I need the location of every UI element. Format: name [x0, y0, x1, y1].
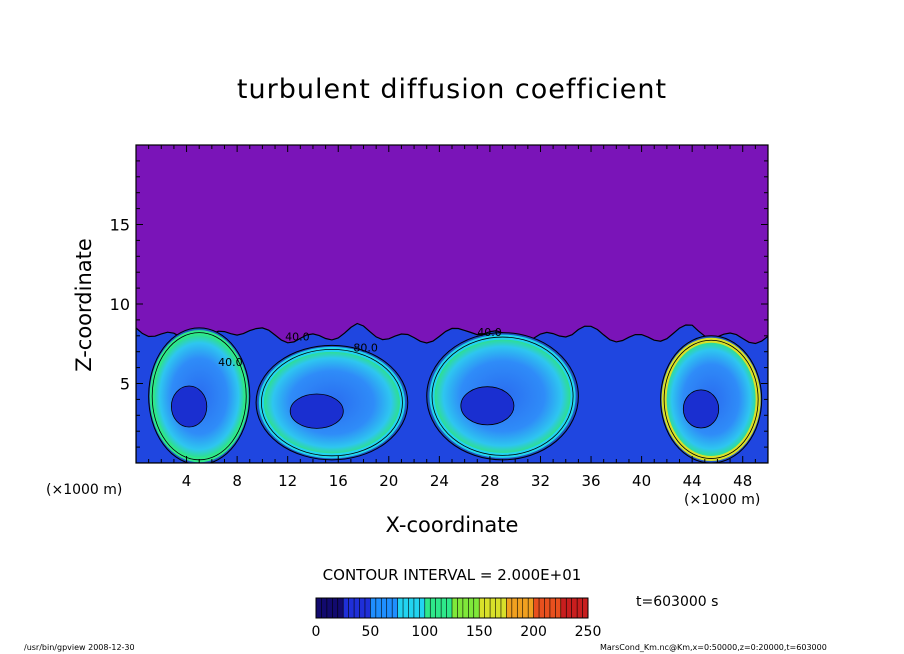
contour-label-3: 40.0 — [477, 326, 502, 339]
colorbar-segment — [452, 598, 458, 618]
eddy-core-4 — [682, 389, 720, 429]
y-axis: 5 10 15 — [110, 160, 768, 448]
colorbar-segment — [544, 598, 551, 618]
eddy-core-2 — [289, 393, 344, 429]
colorbar-segment — [359, 598, 366, 618]
colorbar-segment — [424, 598, 431, 618]
eddy-contour-2 — [260, 348, 403, 457]
contour-label-2: 40.0 — [285, 331, 310, 344]
colorbar-segment — [539, 598, 545, 618]
colorbar-segment — [490, 598, 496, 618]
colorbar-segment — [528, 598, 534, 618]
contour-interval-label: CONTOUR INTERVAL = 2.000E+01 — [322, 566, 582, 584]
y-tick-label: 15 — [110, 216, 130, 235]
x-tick-label: 4 — [182, 472, 192, 490]
x-tick-label: 40 — [632, 472, 651, 490]
colorbar-segment — [506, 598, 513, 618]
colorbar-segment — [343, 598, 350, 618]
colorbar-segment — [517, 598, 524, 618]
colorbar-segment — [403, 598, 409, 618]
colorbar: 0 50 100 150 200 250 — [312, 597, 602, 640]
colorbar-segment — [582, 598, 589, 618]
contour-label-1: 80.0 — [353, 342, 378, 355]
colorbar-segment — [511, 598, 518, 618]
colorbar-segment — [522, 598, 529, 618]
eddy-core-3 — [460, 386, 515, 426]
colorbar-border — [315, 597, 589, 619]
chart-title: turbulent diffusion coefficient — [236, 74, 668, 105]
colorbar-segment — [533, 598, 540, 618]
colorbar-segment — [446, 598, 453, 618]
colorbar-segment — [386, 598, 393, 618]
eddy-contour-4 — [663, 339, 759, 459]
colorbar-segment — [441, 598, 447, 618]
contour-label-4: 40.0 — [218, 356, 243, 369]
colorbar-segment — [500, 598, 507, 618]
x-unit-label-right: (×1000 m) — [684, 492, 761, 508]
colorbar-segment — [392, 598, 398, 618]
time-label: t=603000 s — [636, 594, 719, 610]
colorbar-segment — [408, 598, 415, 618]
x-tick-label: 32 — [531, 472, 550, 490]
footer-data-source: MarsCond_Km.nc@Km,x=0:50000,z=0:20000,t=… — [600, 643, 827, 652]
x-axis: 4 8 12 16 20 24 28 32 36 40 44 48 — [148, 145, 756, 490]
colorbar-segment — [332, 598, 339, 618]
colorbar-segment — [479, 598, 486, 618]
colorbar-tick-label: 150 — [466, 624, 493, 640]
x-tick-label: 16 — [329, 472, 348, 490]
colorbar-tick-label: 250 — [575, 624, 602, 640]
colorbar-segment — [413, 598, 420, 618]
colorbar-segment — [381, 598, 388, 618]
y-tick-label: 10 — [110, 295, 130, 314]
colorbar-segment — [577, 598, 583, 618]
x-tick-label: 48 — [733, 472, 752, 490]
colorbar-segment — [397, 598, 404, 618]
footer-program-info: /usr/bin/gpview 2008-12-30 — [24, 643, 135, 652]
eddy-core-1 — [170, 385, 208, 428]
x-tick-label: 36 — [581, 472, 600, 490]
colorbar-tick-label: 0 — [312, 624, 321, 640]
x-tick-label: 44 — [683, 472, 702, 490]
contour-labels: 80.0 40.0 40.0 40.0 — [218, 326, 502, 369]
colorbar-segment — [435, 598, 442, 618]
colorbar-segment — [316, 598, 322, 618]
colorbar-segment — [468, 598, 475, 618]
x-tick-label: 8 — [232, 472, 242, 490]
turbulent-layer — [136, 322, 768, 463]
y-axis-title: Z-coordinate — [72, 238, 96, 372]
colorbar-segment — [555, 598, 562, 618]
colorbar-segment — [375, 598, 382, 618]
colorbar-tick-label: 50 — [361, 624, 379, 640]
colorbar-segment — [566, 598, 573, 618]
colorbar-segment — [484, 598, 491, 618]
colorbar-segment — [348, 598, 355, 618]
y-tick-label: 5 — [120, 375, 130, 394]
colorbar-segment — [495, 598, 502, 618]
eddy-contour-3 — [431, 336, 574, 456]
x-axis-title: X-coordinate — [385, 513, 519, 537]
x-tick-label: 24 — [430, 472, 449, 490]
x-tick-label: 12 — [278, 472, 297, 490]
x-tick-label: 20 — [379, 472, 398, 490]
colorbar-segment — [354, 598, 360, 618]
colorbar-segment — [419, 598, 426, 618]
colorbar-segment — [364, 598, 371, 618]
colorbar-segment — [457, 598, 464, 618]
colorbar-segment — [462, 598, 469, 618]
colorbar-segment — [560, 598, 567, 618]
colorbar-tick-label: 100 — [411, 624, 438, 640]
x-tick-label: 28 — [480, 472, 499, 490]
colorbar-segment — [473, 598, 480, 618]
colorbar-segment — [326, 598, 333, 618]
colorbar-segment — [571, 598, 578, 618]
colorbar-segment — [430, 598, 437, 618]
colorbar-tick-label: 200 — [520, 624, 547, 640]
x-unit-label-left: (×1000 m) — [46, 482, 123, 498]
colorbar-segment — [321, 598, 328, 618]
colorbar-segment — [549, 598, 556, 618]
colorbar-segment — [337, 598, 344, 618]
colorbar-segment — [370, 598, 377, 618]
